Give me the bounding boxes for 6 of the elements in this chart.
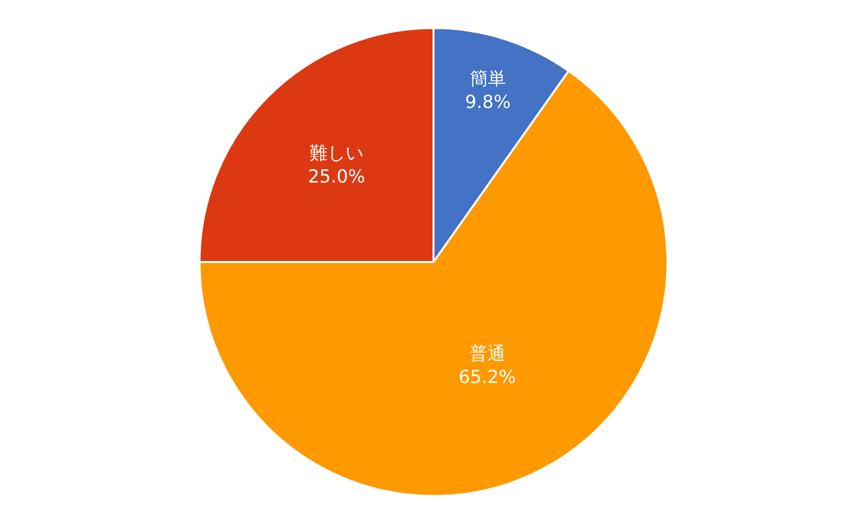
- data-label: 9.8%: [465, 92, 511, 114]
- data-label: 65.2%: [458, 367, 516, 388]
- slice-label: 難しい: [310, 142, 364, 164]
- slice-label: 簡単: [470, 68, 506, 90]
- slice-label: 普通: [469, 344, 506, 365]
- data-label: 25.0%: [308, 166, 366, 188]
